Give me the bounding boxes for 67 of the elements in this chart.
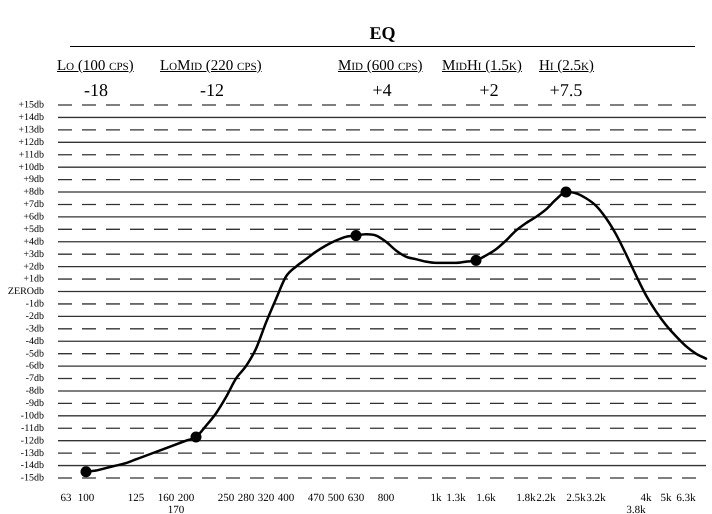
x-tick-label: 250 [218, 492, 235, 504]
text: Hi (2.5k) [539, 58, 594, 75]
y-tick-label: -9db [26, 398, 44, 410]
y-tick-label: -1db [26, 298, 44, 310]
x-tick-label: 1.8k [516, 492, 536, 504]
y-tick-label: +11db [18, 149, 44, 160]
x-tick-label: 630 [348, 492, 365, 504]
y-tick-label: -5db [26, 348, 44, 360]
x-tick-label: 6.3k [676, 492, 696, 504]
text: -12 [200, 80, 224, 101]
text: +7.5 [550, 80, 582, 101]
y-tick-label: -8db [26, 386, 44, 397]
text: -18 [84, 80, 108, 101]
y-tick-label: +6db [23, 212, 44, 223]
y-tick-label: +5db [23, 224, 44, 235]
y-tick-label: -12db [20, 435, 44, 446]
text: Mid (600 cps) [338, 58, 423, 75]
text: Lo (100 cps) [57, 58, 134, 75]
y-tick-label: +10db [18, 162, 44, 173]
x-tick-label: 160 [158, 492, 175, 504]
y-tick-label: +15db [18, 100, 44, 111]
y-tick-label: +8db [23, 186, 44, 198]
y-tick-label: -2db [26, 310, 44, 322]
y-tick-label: +1db [23, 274, 44, 285]
x-tick-label: 5k [660, 492, 672, 504]
y-tick-label: +13db [18, 124, 44, 136]
x-tick-label: 2.5k [566, 492, 586, 504]
x-tick-label: 1.3k [446, 492, 466, 504]
y-tick-label: +2db [23, 261, 44, 272]
x-tick-label: 1.6k [476, 492, 496, 504]
x-tick-label: 3.8k [626, 504, 646, 514]
x-tick-label: 800 [378, 492, 395, 504]
x-tick-label: 4k [640, 492, 652, 504]
x-tick-label: 200 [178, 492, 195, 504]
y-tick-label: +9db [23, 174, 44, 186]
x-tick-label: 170 [168, 504, 185, 514]
x-tick-label: 470 [308, 492, 325, 504]
y-tick-label: -10db [20, 410, 44, 422]
y-tick-label: +12db [18, 136, 44, 148]
y-tick-label: ZEROdb [8, 286, 44, 298]
y-tick-label: +14db [18, 112, 44, 124]
text: +2 [479, 80, 499, 101]
y-tick-label: -13db [20, 448, 44, 459]
x-tick-label: 400 [278, 492, 295, 504]
x-tick-label: 3.2k [586, 492, 606, 504]
y-tick-label: +7db [23, 199, 44, 210]
text: MidHi (1.5k) [442, 58, 522, 75]
y-tick-label: -7db [26, 373, 44, 384]
x-tick-label: 280 [238, 492, 255, 504]
y-tick-label: -4db [26, 336, 44, 347]
x-tick-label: 63 [60, 492, 72, 504]
y-tick-label: -14db [20, 460, 44, 472]
text: LoMid (220 cps) [160, 58, 262, 75]
x-tick-label: 2.2k [536, 492, 556, 504]
text: +4 [372, 80, 392, 101]
x-tick-label: 320 [258, 492, 275, 504]
chart-title: EQ [70, 20, 695, 47]
x-tick-label: 100 [78, 492, 95, 504]
y-tick-label: -15db [20, 472, 44, 484]
x-tick-label: 125 [128, 492, 145, 504]
x-tick-label: 500 [328, 492, 345, 504]
y-tick-label: +3db [23, 248, 44, 260]
y-tick-label: -11db [21, 422, 44, 434]
y-tick-label: +4db [23, 236, 44, 248]
y-tick-label: -3db [26, 323, 44, 334]
y-tick-label: -6db [26, 360, 44, 372]
x-tick-label: 1k [430, 492, 442, 504]
